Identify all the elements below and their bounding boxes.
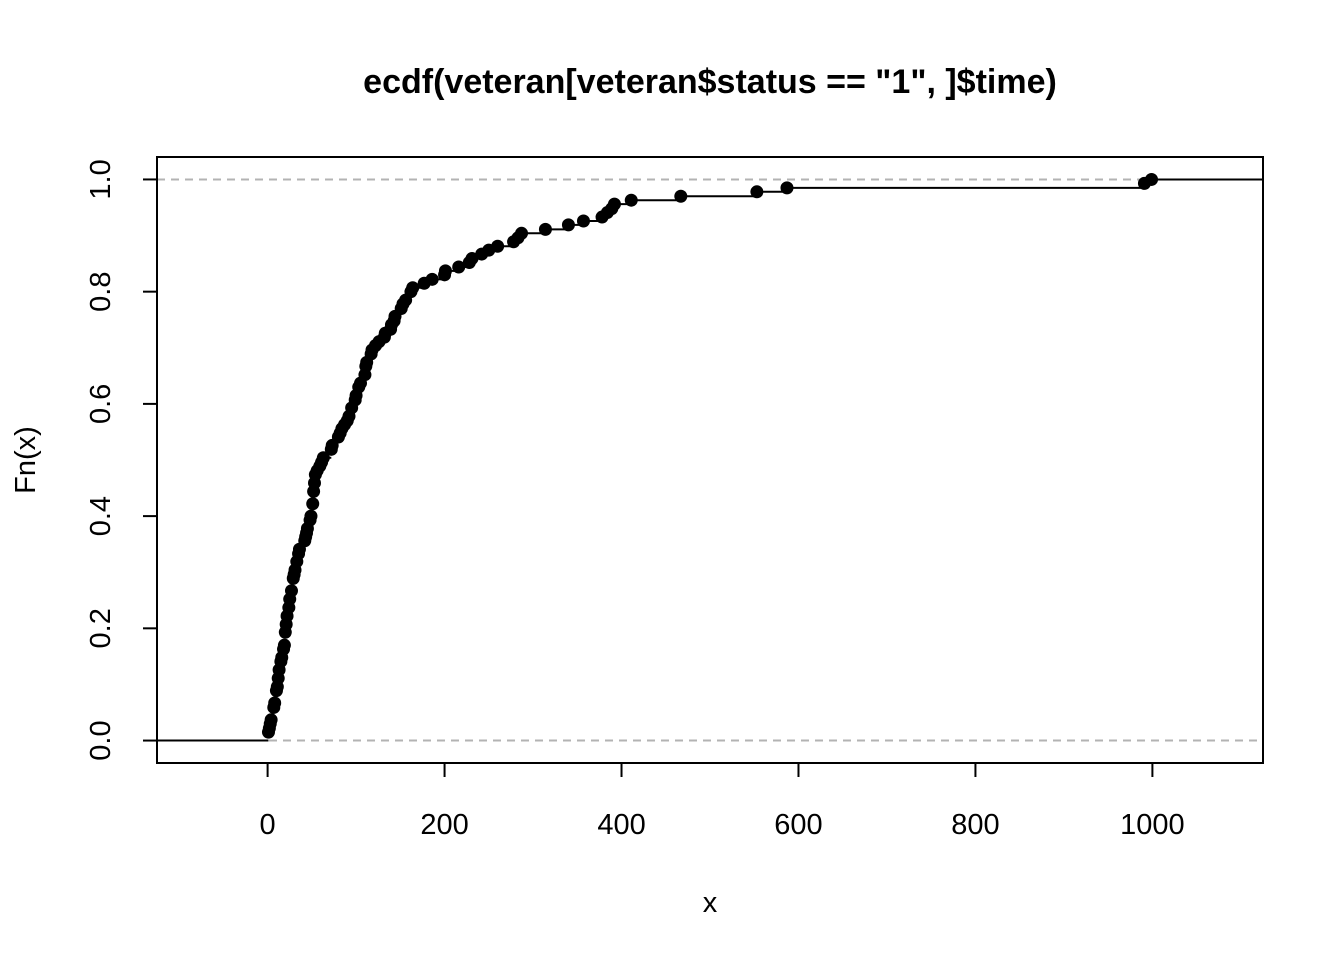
- y-axis: 0.0 0.2 0.4 0.6 0.8 1.0: [85, 159, 158, 761]
- x-tick-label: 1000: [1120, 809, 1185, 841]
- ecdf-point: [1145, 172, 1159, 186]
- ecdf-point: [277, 638, 291, 652]
- reference-lines: [157, 178, 1263, 742]
- y-tick-label: 0.2: [85, 608, 117, 648]
- y-tick-label: 1.0: [85, 159, 117, 199]
- ecdf-point: [268, 696, 282, 710]
- ecdf-point: [515, 226, 529, 240]
- ecdf-point: [624, 193, 638, 207]
- ecdf-point: [452, 260, 466, 274]
- ecdf-points: [261, 172, 1159, 739]
- ecdf-point: [576, 214, 590, 228]
- ecdf-point: [438, 264, 452, 278]
- x-tick-label: 600: [774, 809, 822, 841]
- ecdf-point: [425, 272, 439, 286]
- ecdf-point: [264, 713, 278, 727]
- ecdf-point: [538, 222, 552, 236]
- ecdf-point: [607, 197, 621, 211]
- ecdf-point: [750, 185, 764, 199]
- y-tick-label: 0.4: [85, 496, 117, 536]
- y-axis-label: Fn(x): [10, 426, 42, 494]
- ecdf-point: [780, 181, 794, 195]
- y-tick-label: 0.6: [85, 384, 117, 424]
- ecdf-point: [306, 497, 320, 511]
- x-axis-label: x: [703, 887, 718, 919]
- x-tick-label: 0: [260, 809, 276, 841]
- ecdf-point: [316, 451, 330, 465]
- y-tick-label: 0.8: [85, 272, 117, 312]
- ecdf-point: [561, 218, 575, 232]
- y-tick-label: 0.0: [85, 720, 117, 760]
- ecdf-point: [491, 239, 505, 253]
- x-tick-label: 200: [420, 809, 468, 841]
- ecdf-point: [284, 584, 298, 598]
- x-axis: 0 200 400 600 800 1000: [260, 762, 1185, 841]
- chart-title: ecdf(veteran[veteran$status == "1", ]$ti…: [363, 63, 1057, 101]
- x-tick-label: 400: [597, 809, 645, 841]
- ecdf-point: [465, 252, 479, 266]
- ecdf-point: [406, 281, 420, 295]
- ecdf-point: [304, 509, 318, 523]
- x-tick-label: 800: [951, 809, 999, 841]
- ecdf-point: [674, 189, 688, 203]
